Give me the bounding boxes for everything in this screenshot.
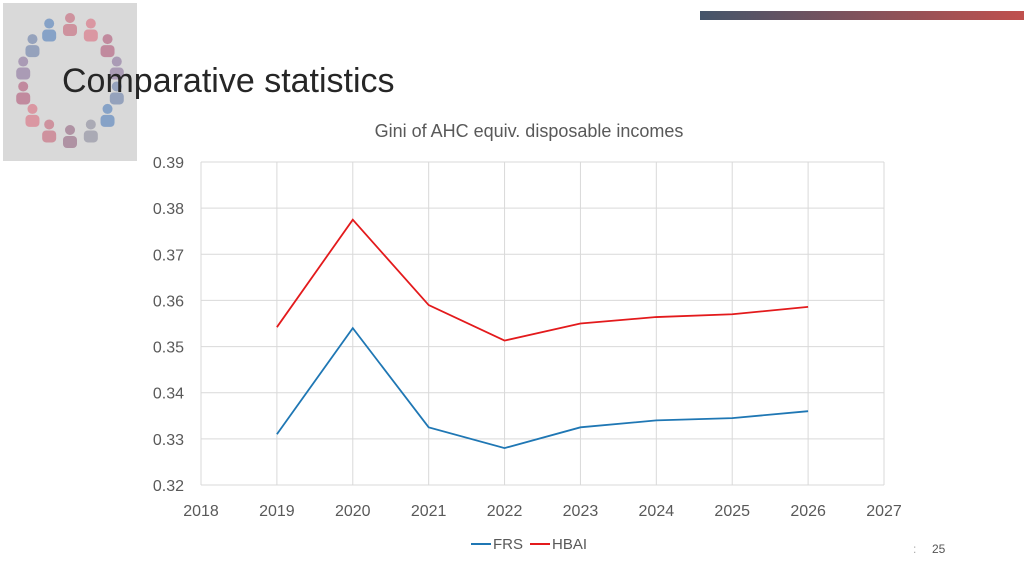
x-tick-label: 2025 xyxy=(714,503,750,520)
y-tick-label: 0.35 xyxy=(153,340,184,357)
logo-person-body xyxy=(109,92,124,105)
y-tick-label: 0.39 xyxy=(153,155,184,172)
logo-person-head xyxy=(27,103,38,114)
logo-person-head xyxy=(65,125,75,135)
logo-person-head xyxy=(18,56,29,67)
logo-person-body xyxy=(63,136,77,148)
logo-person-head xyxy=(85,119,96,130)
logo-person-head xyxy=(102,34,113,45)
logo-person-body xyxy=(83,130,98,143)
page-number: 25 xyxy=(932,542,946,556)
y-tick-label: 0.37 xyxy=(153,247,184,264)
chart-series xyxy=(276,218,809,450)
series-line-hbai xyxy=(276,218,809,342)
y-tick-label: 0.32 xyxy=(153,478,184,495)
y-tick-label: 0.36 xyxy=(153,293,184,310)
logo-person-head xyxy=(111,56,122,67)
logo-image xyxy=(3,3,137,161)
x-tick-label: 2021 xyxy=(411,503,447,520)
logo-person-body xyxy=(109,67,124,80)
logo-person-body xyxy=(25,45,40,58)
logo-person-head xyxy=(111,81,122,92)
accent-bar xyxy=(700,11,1024,20)
logo-person-body xyxy=(25,114,40,127)
logo-person-body xyxy=(100,45,115,58)
y-tick-label: 0.34 xyxy=(153,386,184,403)
logo-person-head xyxy=(18,81,29,92)
logo-person-body xyxy=(16,67,31,80)
page-marker: : xyxy=(913,542,917,556)
legend-label-hbai: HBAI xyxy=(552,536,587,553)
logo-person-body xyxy=(63,24,77,36)
chart-title: Gini of AHC equiv. disposable incomes xyxy=(375,121,684,141)
x-tick-label: 2024 xyxy=(639,503,675,520)
chart-gridlines xyxy=(200,161,885,486)
logo-person-head xyxy=(65,13,75,23)
logo-person-body xyxy=(100,114,115,127)
x-tick-label: 2019 xyxy=(259,503,295,520)
logo-person-head xyxy=(44,119,55,130)
chart-legend: FRS HBAI xyxy=(471,536,587,553)
logo-person-body xyxy=(42,29,57,42)
logo-person-body xyxy=(83,29,98,42)
logo-person-body xyxy=(16,92,31,105)
y-tick-label: 0.33 xyxy=(153,432,184,449)
x-tick-label: 2022 xyxy=(487,503,523,520)
x-tick-label: 2020 xyxy=(335,503,371,520)
x-tick-label: 2026 xyxy=(790,503,826,520)
logo-person-head xyxy=(27,34,38,45)
legend-label-frs: FRS xyxy=(493,536,523,553)
y-tick-label: 0.38 xyxy=(153,201,184,218)
chart-axis-labels: 2018 2019 2020 2021 2022 2023 2024 2025 2026 2027… xyxy=(153,155,902,520)
x-tick-label: 2027 xyxy=(866,503,902,520)
x-tick-label: 2023 xyxy=(563,503,599,520)
slide-title: Comparative statistics xyxy=(62,62,395,100)
people-circle-logo-icon xyxy=(16,13,124,148)
x-tick-label: 2018 xyxy=(183,503,219,520)
logo-person-body xyxy=(42,130,57,143)
series-line-frs xyxy=(276,326,809,450)
logo-person-head xyxy=(44,18,55,29)
logo-person-head xyxy=(85,18,96,29)
logo-person-head xyxy=(102,103,113,114)
